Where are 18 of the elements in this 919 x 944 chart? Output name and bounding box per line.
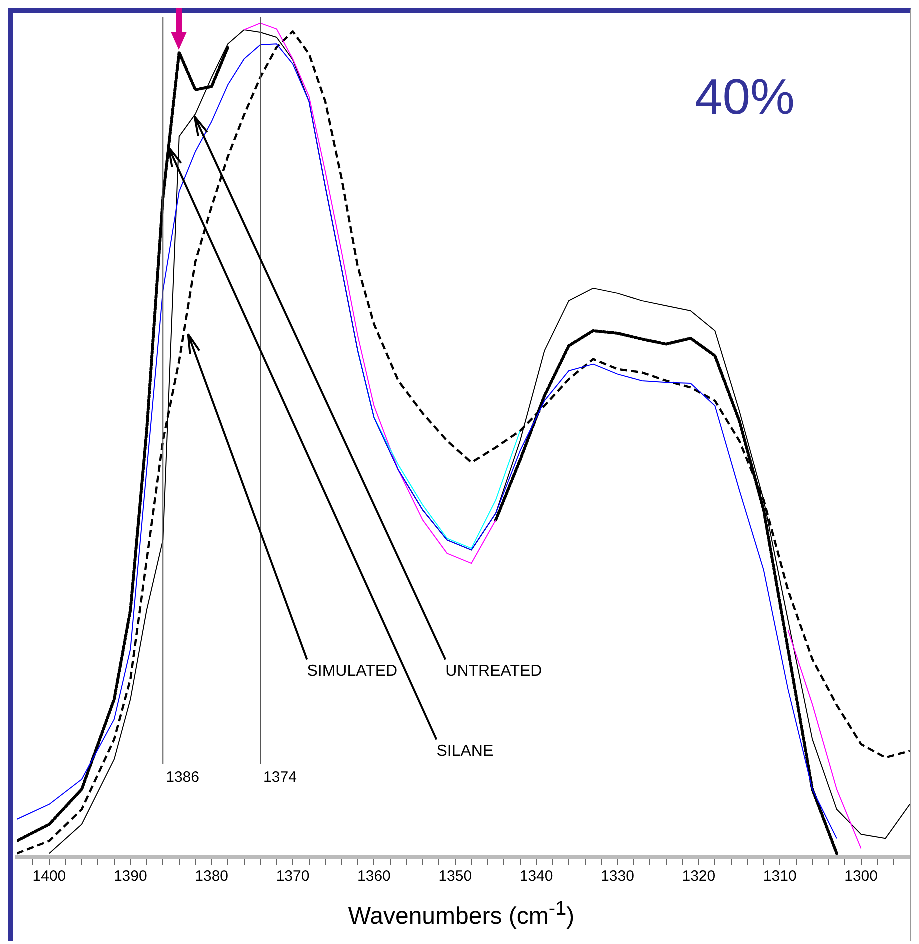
annotation: SILANE <box>436 743 494 760</box>
x-tick-label: 1310 <box>763 868 797 886</box>
annotation: 40% <box>694 68 795 125</box>
x-tick-label: 1350 <box>438 868 472 886</box>
x-tick-label: 1300 <box>844 868 878 886</box>
x-tick-label: 1380 <box>195 868 229 886</box>
x-tick-label: 1360 <box>358 868 391 886</box>
annotation: UNTREATED <box>446 663 542 680</box>
annotation: SIMULATED <box>307 663 398 680</box>
ref-line-label: 1374 <box>264 769 297 786</box>
x-tick-label: 1330 <box>601 868 634 886</box>
x-tick-label: 1390 <box>114 868 148 886</box>
x-tick-label: 1400 <box>32 868 66 886</box>
x-axis-title: Wavenumbers (cm$^{-1}$) <box>347 898 576 931</box>
x-tick-label: 1320 <box>682 868 716 886</box>
ref-line-label: 1386 <box>166 769 200 786</box>
x-tick-label: 1370 <box>276 868 310 886</box>
x-tick-label: 1340 <box>520 868 554 886</box>
